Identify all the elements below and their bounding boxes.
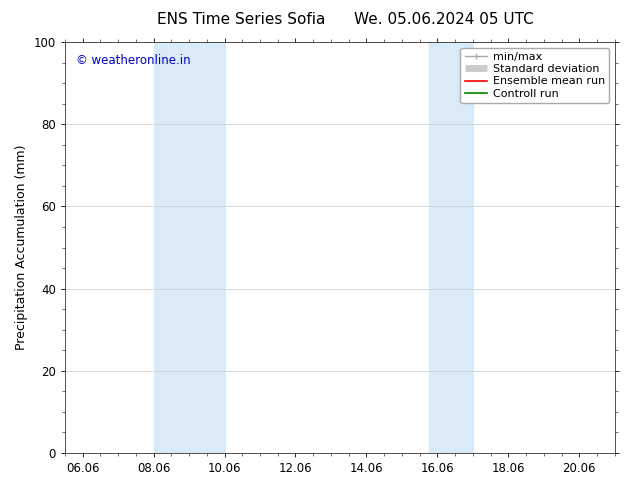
Text: We. 05.06.2024 05 UTC: We. 05.06.2024 05 UTC <box>354 12 534 27</box>
Text: ENS Time Series Sofia: ENS Time Series Sofia <box>157 12 325 27</box>
Legend: min/max, Standard deviation, Ensemble mean run, Controll run: min/max, Standard deviation, Ensemble me… <box>460 48 609 103</box>
Text: © weatheronline.in: © weatheronline.in <box>76 54 190 68</box>
Y-axis label: Precipitation Accumulation (mm): Precipitation Accumulation (mm) <box>15 145 28 350</box>
Bar <box>153 42 224 453</box>
Bar <box>429 42 473 453</box>
